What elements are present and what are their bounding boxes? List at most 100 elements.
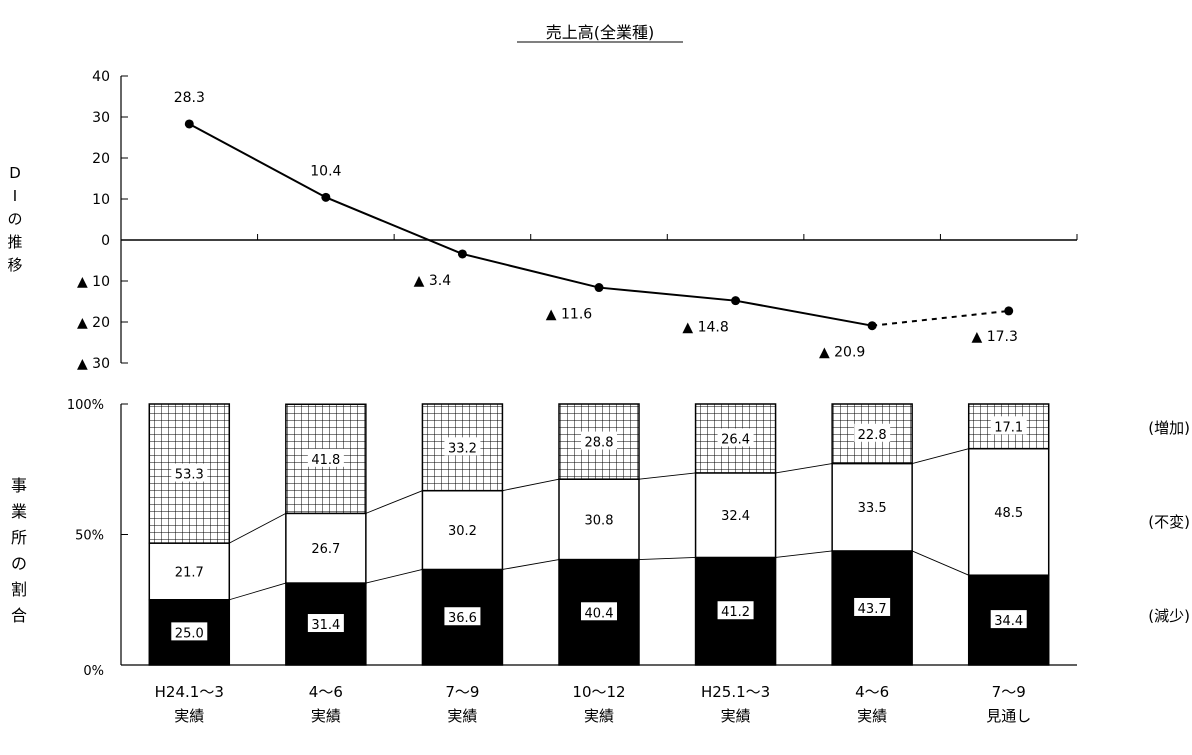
line-y-tick-label: ▲ 20 [77, 315, 110, 331]
bar-value-label: 41.2 [721, 605, 750, 620]
bar-value-label: 17.1 [994, 420, 1023, 435]
x-category-label-line2: 実績 [857, 707, 887, 725]
bar-value-label-bg [717, 601, 754, 620]
bar-value-label-bg [171, 622, 208, 641]
x-category-label-line2: 実績 [721, 707, 751, 725]
bar-connector-line [365, 569, 423, 584]
bar-value-label-bg [581, 431, 617, 450]
bar-y-label-char: 業 [11, 502, 27, 521]
line-y-label-char: I [13, 187, 17, 205]
line-y-tick-label: 30 [92, 110, 110, 126]
bar-value-label: 26.7 [311, 542, 340, 557]
bar-y-label-char: の [11, 554, 27, 573]
bar-value-label-bg [171, 463, 208, 482]
x-category-label-line2: 実績 [584, 707, 614, 725]
line-y-tick-label: ▲ 30 [77, 356, 110, 372]
bar-connector-line [638, 557, 696, 561]
bar-value-label: 22.8 [858, 428, 887, 443]
x-category-label-line1: H25.1～3 [701, 683, 770, 701]
line-y-tick-label: 10 [92, 192, 110, 208]
di-value-label: ▲ 20.9 [819, 345, 865, 361]
x-category-label-line2: 見通し [986, 707, 1031, 725]
bar-value-label: 21.7 [175, 565, 204, 580]
bar-connector-line [775, 463, 833, 474]
bar-value-label: 33.2 [448, 441, 477, 456]
line-y-label-char: D [9, 164, 21, 182]
bar-segment [285, 512, 367, 584]
di-value-label: ▲ 14.8 [682, 320, 728, 336]
bar-y-tick-label: 0% [83, 664, 104, 679]
bar-segment [558, 478, 640, 561]
di-series-line [188, 123, 873, 327]
x-category-label-line2: 実績 [174, 707, 204, 725]
bar-connector-line [775, 550, 833, 558]
bar-value-label-bg [444, 437, 481, 456]
x-category-label-line1: 7～9 [445, 683, 479, 701]
x-category-label-line1: 10～12 [572, 683, 625, 701]
bar-value-label: 25.0 [175, 626, 204, 641]
di-value-label: ▲ 3.4 [414, 273, 452, 289]
bar-value-label-bg [990, 416, 1027, 435]
bar-value-label-bg [444, 607, 481, 626]
bar-y-label-char: 事 [11, 476, 27, 495]
bar-connector-line [502, 478, 560, 492]
bar-y-tick-label: 100% [67, 398, 104, 413]
bar-value-label: 53.3 [175, 468, 204, 483]
legend-label: (減少) [1148, 607, 1190, 625]
x-category-label-line1: 4～6 [855, 683, 889, 701]
bar-value-label: 30.8 [585, 513, 614, 528]
legend-label: (不変) [1148, 513, 1190, 531]
bar-y-label-char: 所 [11, 528, 27, 547]
bar-value-label: 34.4 [994, 614, 1023, 629]
di-point [594, 283, 604, 293]
bar-value-label-bg [581, 602, 617, 621]
line-y-tick-label: 20 [92, 151, 110, 167]
bar-value-label: 48.5 [994, 506, 1023, 521]
di-value-label: 10.4 [310, 163, 341, 179]
bar-segment [421, 489, 504, 571]
bar-value-label: 40.4 [585, 606, 614, 621]
bar-segment [694, 472, 777, 559]
bar-value-label: 31.4 [311, 618, 340, 633]
di-point [184, 119, 194, 129]
bar-value-label: 43.7 [858, 602, 887, 617]
bar-value-label: 28.8 [585, 436, 614, 451]
bar-value-label-bg [307, 448, 344, 467]
line-y-tick-label: 0 [101, 233, 110, 249]
bar-value-label: 33.5 [858, 501, 887, 516]
bar-connector-line [229, 582, 286, 601]
line-y-tick-label: ▲ 10 [77, 274, 110, 290]
bar-value-label: 26.4 [721, 432, 750, 447]
bar-connector-line [502, 559, 560, 570]
x-category-label-line2: 実績 [311, 707, 341, 725]
di-value-label: ▲ 17.3 [972, 329, 1018, 345]
x-category-label-line1: 7～9 [992, 683, 1026, 701]
bar-value-label: 30.2 [448, 524, 477, 539]
bar-value-label: 32.4 [721, 509, 750, 524]
bar-value-label-bg [717, 428, 754, 447]
x-category-label-line1: 4～6 [309, 683, 343, 701]
bar-value-label-bg [990, 610, 1027, 629]
bar-connector-line [229, 512, 287, 544]
bar-value-label-bg [307, 614, 344, 633]
bar-value-label: 36.6 [448, 611, 477, 626]
di-value-label: 28.3 [174, 90, 205, 106]
di-point [321, 192, 331, 202]
bar-segment [967, 447, 1050, 576]
di-point [1004, 306, 1014, 316]
bar-connector-line [638, 472, 696, 480]
di-value-label: ▲ 11.6 [546, 307, 592, 323]
x-category-label-line2: 実績 [447, 707, 477, 725]
bar-value-label-bg [854, 423, 891, 442]
bar-segment [148, 542, 231, 601]
di-series-forecast-line [872, 309, 1009, 327]
x-category-label-line1: H24.1～3 [155, 683, 224, 701]
line-y-label-char: 移 [7, 256, 22, 274]
line-y-label-char: の [7, 210, 22, 228]
di-point [867, 321, 877, 331]
bar-y-label-char: 合 [11, 606, 27, 625]
bar-value-label: 41.8 [311, 453, 340, 468]
